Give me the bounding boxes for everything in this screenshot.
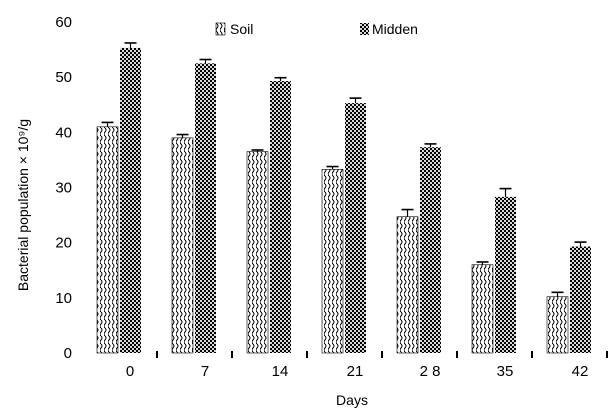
bar-soil bbox=[246, 151, 269, 354]
legend-label-soil: Soil bbox=[230, 21, 253, 37]
bar-soil bbox=[546, 296, 569, 354]
legend-label-midden: Midden bbox=[372, 21, 418, 37]
x-tick-label: 7 bbox=[201, 363, 209, 380]
bar-midden bbox=[120, 47, 141, 353]
y-tick-label: 0 bbox=[64, 345, 72, 362]
x-axis-label: Days bbox=[336, 392, 368, 408]
x-tick-label: 35 bbox=[497, 363, 514, 380]
x-tick-label: 42 bbox=[572, 363, 589, 380]
y-axis-ticks: 0 10 20 30 40 50 60 bbox=[55, 14, 72, 362]
bar-midden bbox=[345, 103, 366, 353]
x-tick-label: 2 8 bbox=[420, 363, 441, 380]
bar-soil bbox=[321, 168, 344, 354]
bars bbox=[96, 47, 591, 354]
y-tick-label: 10 bbox=[55, 290, 72, 307]
x-tick-label: 0 bbox=[126, 363, 134, 380]
bar-soil bbox=[396, 216, 419, 354]
x-tick-label: 14 bbox=[272, 363, 289, 380]
y-tick-label: 40 bbox=[55, 124, 72, 141]
error-bars bbox=[101, 42, 587, 297]
y-tick-label: 20 bbox=[55, 235, 72, 252]
bar-midden bbox=[420, 147, 441, 353]
bar-soil bbox=[171, 137, 194, 354]
y-axis-label: Bacterial population × 10⁹/g bbox=[15, 119, 31, 291]
y-tick-label: 60 bbox=[55, 14, 72, 31]
x-tick-label: 21 bbox=[347, 363, 364, 380]
bar-midden bbox=[495, 196, 516, 353]
bar-soil bbox=[96, 126, 119, 354]
bar-midden bbox=[195, 63, 216, 353]
bar-midden bbox=[570, 246, 591, 353]
y-tick-label: 50 bbox=[55, 69, 72, 86]
legend-swatch-soil bbox=[215, 22, 226, 36]
y-tick-label: 30 bbox=[55, 180, 72, 197]
bar-midden bbox=[270, 81, 291, 354]
bar-soil bbox=[471, 264, 494, 354]
legend-swatch-midden bbox=[360, 23, 369, 35]
legend: Soil Midden bbox=[215, 21, 418, 37]
x-axis-ticks: 0 7 14 21 2 8 35 42 bbox=[126, 351, 608, 380]
